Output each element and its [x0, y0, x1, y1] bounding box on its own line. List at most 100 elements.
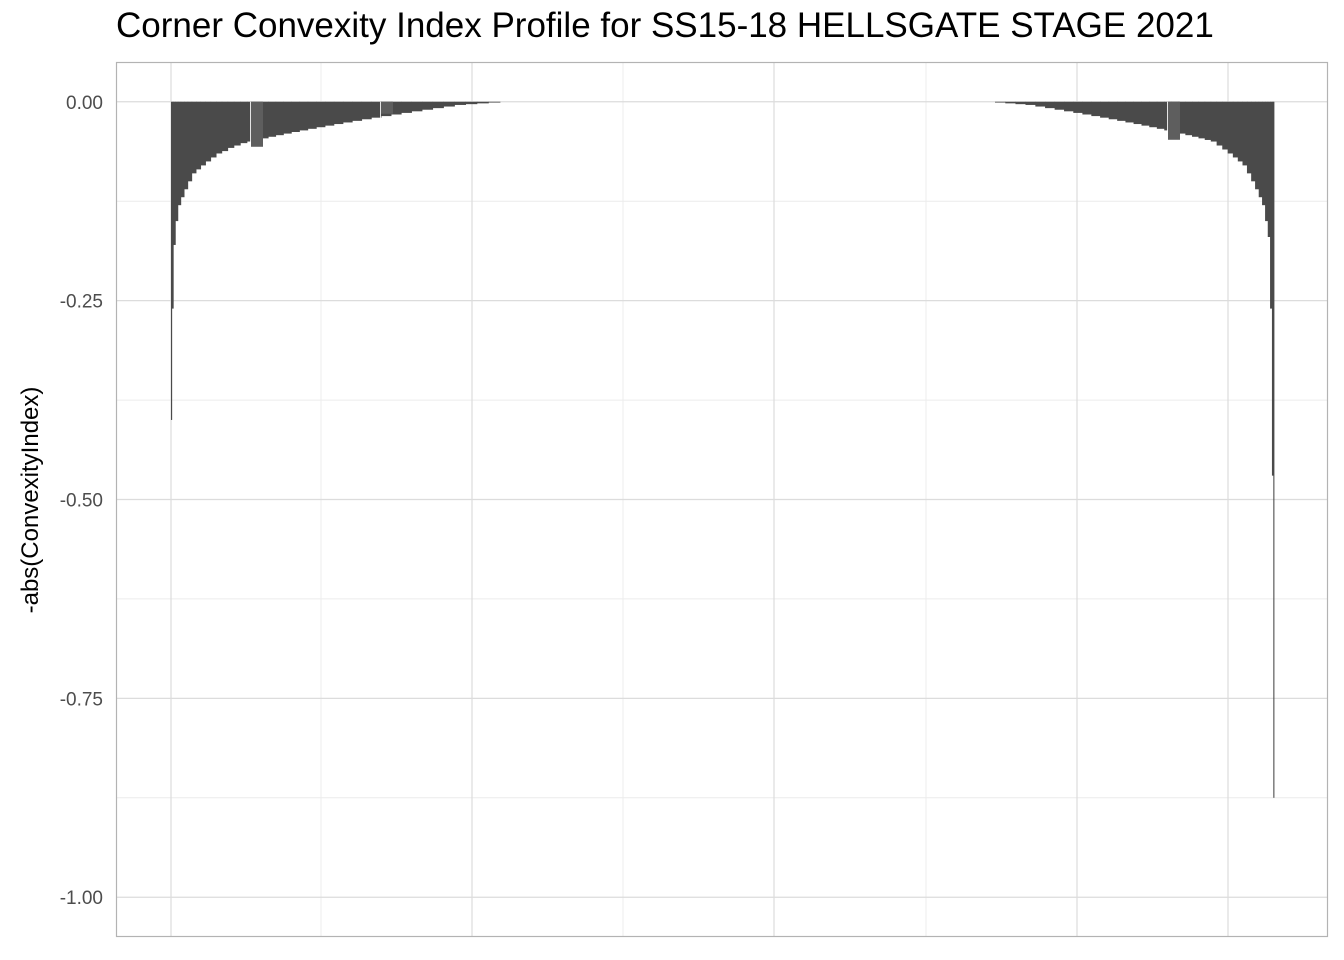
bar [210, 101, 217, 158]
bar [268, 101, 277, 137]
bar [1149, 101, 1158, 128]
bar [1117, 101, 1126, 121]
bar [1045, 101, 1056, 109]
bar [1270, 101, 1273, 309]
bar [180, 101, 185, 198]
bar [184, 101, 189, 190]
bar [1271, 101, 1274, 476]
bar [422, 101, 434, 110]
bar [1073, 101, 1083, 113]
bar [171, 101, 173, 420]
bar [1035, 101, 1046, 107]
bar [307, 101, 317, 129]
bar [1258, 101, 1263, 198]
bar [465, 101, 478, 105]
bar [371, 101, 382, 118]
bar [205, 101, 212, 162]
bar [324, 101, 335, 126]
plot-panel-border [115, 61, 1329, 938]
bar [233, 101, 241, 146]
bar [200, 101, 206, 166]
bar [1210, 101, 1218, 142]
bar [1178, 101, 1186, 134]
bar [1267, 101, 1271, 237]
bar [1262, 101, 1266, 206]
y-tick-label: -0.50 [60, 491, 103, 512]
y-axis-title: -abs(ConvexityIndex) [17, 387, 44, 614]
bar [1108, 101, 1118, 120]
bar [177, 101, 182, 206]
bar [454, 101, 467, 105]
bar [1125, 101, 1134, 123]
bar [1222, 101, 1229, 150]
bar [443, 101, 455, 107]
chart-title: Corner Convexity Index Profile for SS15-… [116, 6, 1214, 45]
bar [352, 101, 363, 121]
bar [1216, 101, 1223, 146]
bar [299, 101, 309, 131]
bar [1198, 101, 1206, 139]
bar [173, 101, 176, 245]
bar [488, 101, 501, 103]
bar [227, 101, 235, 148]
bar [1025, 101, 1036, 105]
bar-separator [250, 101, 251, 162]
bar [1054, 101, 1065, 110]
y-axis-tick-labels: 0.00 -0.25 -0.50 -0.75 -1.00 [60, 93, 103, 909]
bar [1082, 101, 1092, 115]
bar [191, 101, 197, 174]
bar [175, 101, 179, 222]
bar [1005, 101, 1016, 104]
bar [1185, 101, 1193, 136]
bar [995, 101, 1006, 103]
bar [1064, 101, 1074, 112]
bar-separator [380, 101, 381, 162]
bar [391, 101, 402, 115]
bar [1204, 101, 1212, 140]
bar [196, 101, 202, 170]
bar [1237, 101, 1243, 162]
bar [401, 101, 412, 113]
highlight-bar [381, 101, 393, 114]
bar [260, 101, 269, 139]
highlight-bar [1168, 101, 1180, 140]
y-tick-label: -0.25 [60, 292, 103, 313]
bar [1133, 101, 1142, 125]
bar [216, 101, 223, 154]
highlight-bar [251, 101, 263, 147]
bar [1255, 101, 1260, 190]
bar [476, 101, 489, 104]
bar [171, 101, 174, 309]
bar [333, 101, 344, 125]
bar [316, 101, 326, 128]
bar [1242, 101, 1248, 166]
bar [1251, 101, 1256, 182]
bar [283, 101, 292, 134]
bar [1141, 101, 1150, 126]
bar [342, 101, 353, 123]
bar-separator [1167, 101, 1168, 162]
bar [291, 101, 300, 132]
bar [221, 101, 229, 152]
y-tick-label: -0.75 [60, 689, 103, 710]
bar [1227, 101, 1234, 154]
bars [171, 101, 1275, 798]
bar [1273, 101, 1275, 798]
bar [1246, 101, 1252, 174]
bar [1265, 101, 1269, 222]
bar [1192, 101, 1199, 137]
bar [1156, 101, 1165, 129]
bar [361, 101, 372, 120]
bar [240, 101, 248, 144]
bar [1232, 101, 1239, 158]
bar [411, 101, 423, 112]
bar [275, 101, 284, 136]
bar [1100, 101, 1110, 118]
bar [1015, 101, 1026, 105]
bar [432, 101, 444, 109]
y-tick-label: -1.00 [60, 888, 103, 909]
bar [1091, 101, 1101, 117]
y-tick-label: 0.00 [66, 93, 103, 114]
plot-panel [115, 61, 1329, 938]
